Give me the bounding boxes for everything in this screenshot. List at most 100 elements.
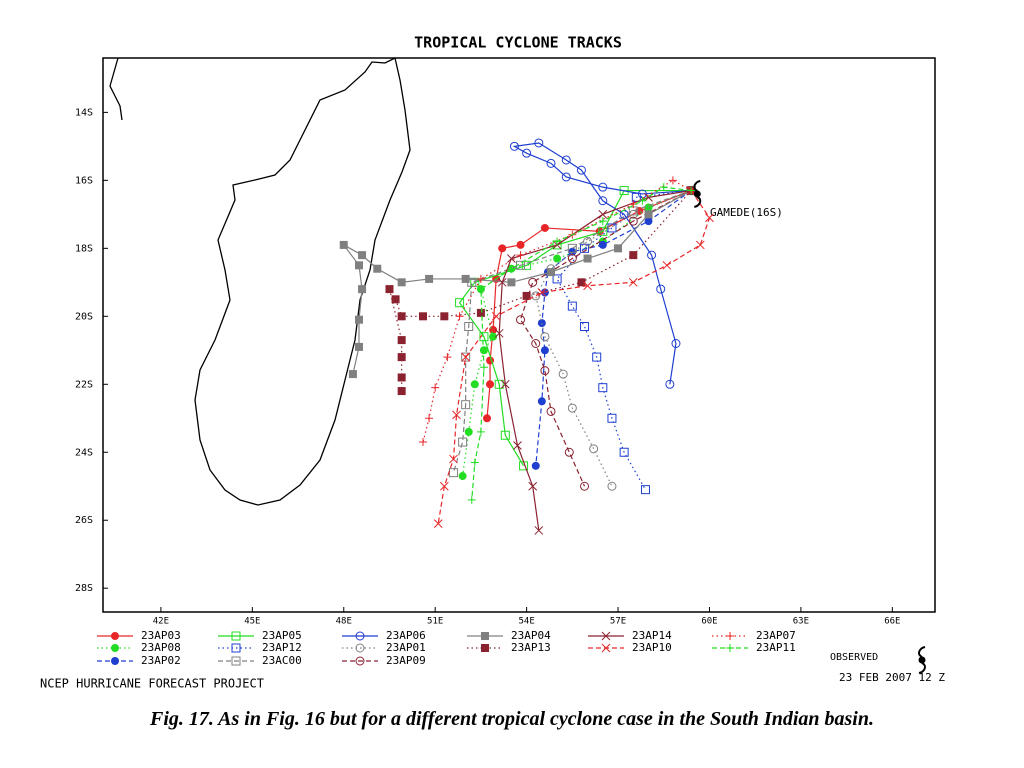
marker [452,410,461,420]
legend-label: 23AP05 [262,629,302,642]
marker [528,277,538,287]
marker [419,438,427,447]
marker [231,656,241,666]
marker [431,383,440,392]
marker [662,260,672,270]
coastline [109,57,411,506]
marker [577,278,586,287]
marker [470,458,479,467]
marker [498,244,507,253]
marker [439,481,449,491]
y-tick-label: 24S [75,447,93,458]
marker [464,322,474,332]
marker [583,281,592,291]
legend-label: 23AP10 [632,641,672,654]
track-line [462,189,692,477]
marker [534,138,544,148]
marker [695,240,705,250]
marker [355,631,365,641]
marker [111,632,119,640]
marker [443,353,452,362]
legend-label: 23AP04 [511,629,551,642]
marker [589,444,599,454]
marker [628,277,638,287]
marker [476,285,485,294]
marker [391,295,400,304]
x-tick-label: 45E [244,617,260,627]
track-line [535,190,692,466]
marker [537,288,547,297]
timestamp: 23 FEB 2007 12 Z [839,671,945,684]
track-line [556,189,692,490]
marker [455,312,464,321]
marker [425,414,434,423]
marker [507,264,516,273]
marker [640,485,650,495]
marker [461,352,471,362]
track-line [471,186,692,500]
marker [522,291,531,300]
marker [607,413,617,423]
legend-label: 23AP01 [386,641,426,654]
marker [598,196,608,206]
marker [598,182,608,192]
plot-frame [102,57,936,613]
marker [373,264,382,273]
marker [464,427,473,436]
marker [481,632,489,640]
marker [440,312,449,321]
marker [598,383,608,393]
marker [531,338,541,348]
marker [580,481,590,491]
cyclone-arm [918,646,926,658]
legend-label: 23AP06 [386,629,426,642]
marker [598,209,608,219]
marker [522,148,532,158]
y-tick-label: 28S [75,583,93,594]
marker [647,250,657,260]
marker [516,240,525,249]
y-tick-label: 18S [75,243,93,254]
marker [528,481,538,491]
legend-label: 23AP12 [262,641,302,654]
marker [580,322,590,332]
marker [601,631,611,641]
legend-label: 23AP08 [141,641,181,654]
marker [628,209,638,219]
marker [546,406,556,416]
marker [598,240,607,249]
marker [552,274,562,284]
legend-label: 23AP02 [141,654,181,667]
legend-label: 23AP14 [632,629,672,642]
marker [507,254,516,263]
y-tick-label: 20S [75,311,93,322]
marker [425,274,434,283]
marker [513,441,522,450]
chart: TROPICAL CYCLONE TRACKS GAMEDE(16S) NCEP… [40,34,945,691]
x-tick-label: 57E [610,617,626,627]
marker [476,427,485,436]
marker [111,657,119,665]
y-tick-label: 22S [75,379,93,390]
marker [659,183,668,192]
legend-label: 23AP07 [756,629,796,642]
marker [231,631,241,641]
marker [494,328,504,338]
marker [607,223,617,233]
marker [558,369,568,379]
marker [567,254,577,264]
marker [355,261,363,270]
x-tick-label: 60E [701,617,717,627]
marker [583,254,592,263]
marker [355,342,363,351]
marker [497,277,507,287]
marker [348,370,357,379]
marker [687,186,696,195]
marker [568,247,577,256]
marker [583,237,593,247]
track-line [498,189,692,531]
marker [500,379,510,389]
cyclone-symbol [918,646,926,674]
marker [540,346,549,355]
